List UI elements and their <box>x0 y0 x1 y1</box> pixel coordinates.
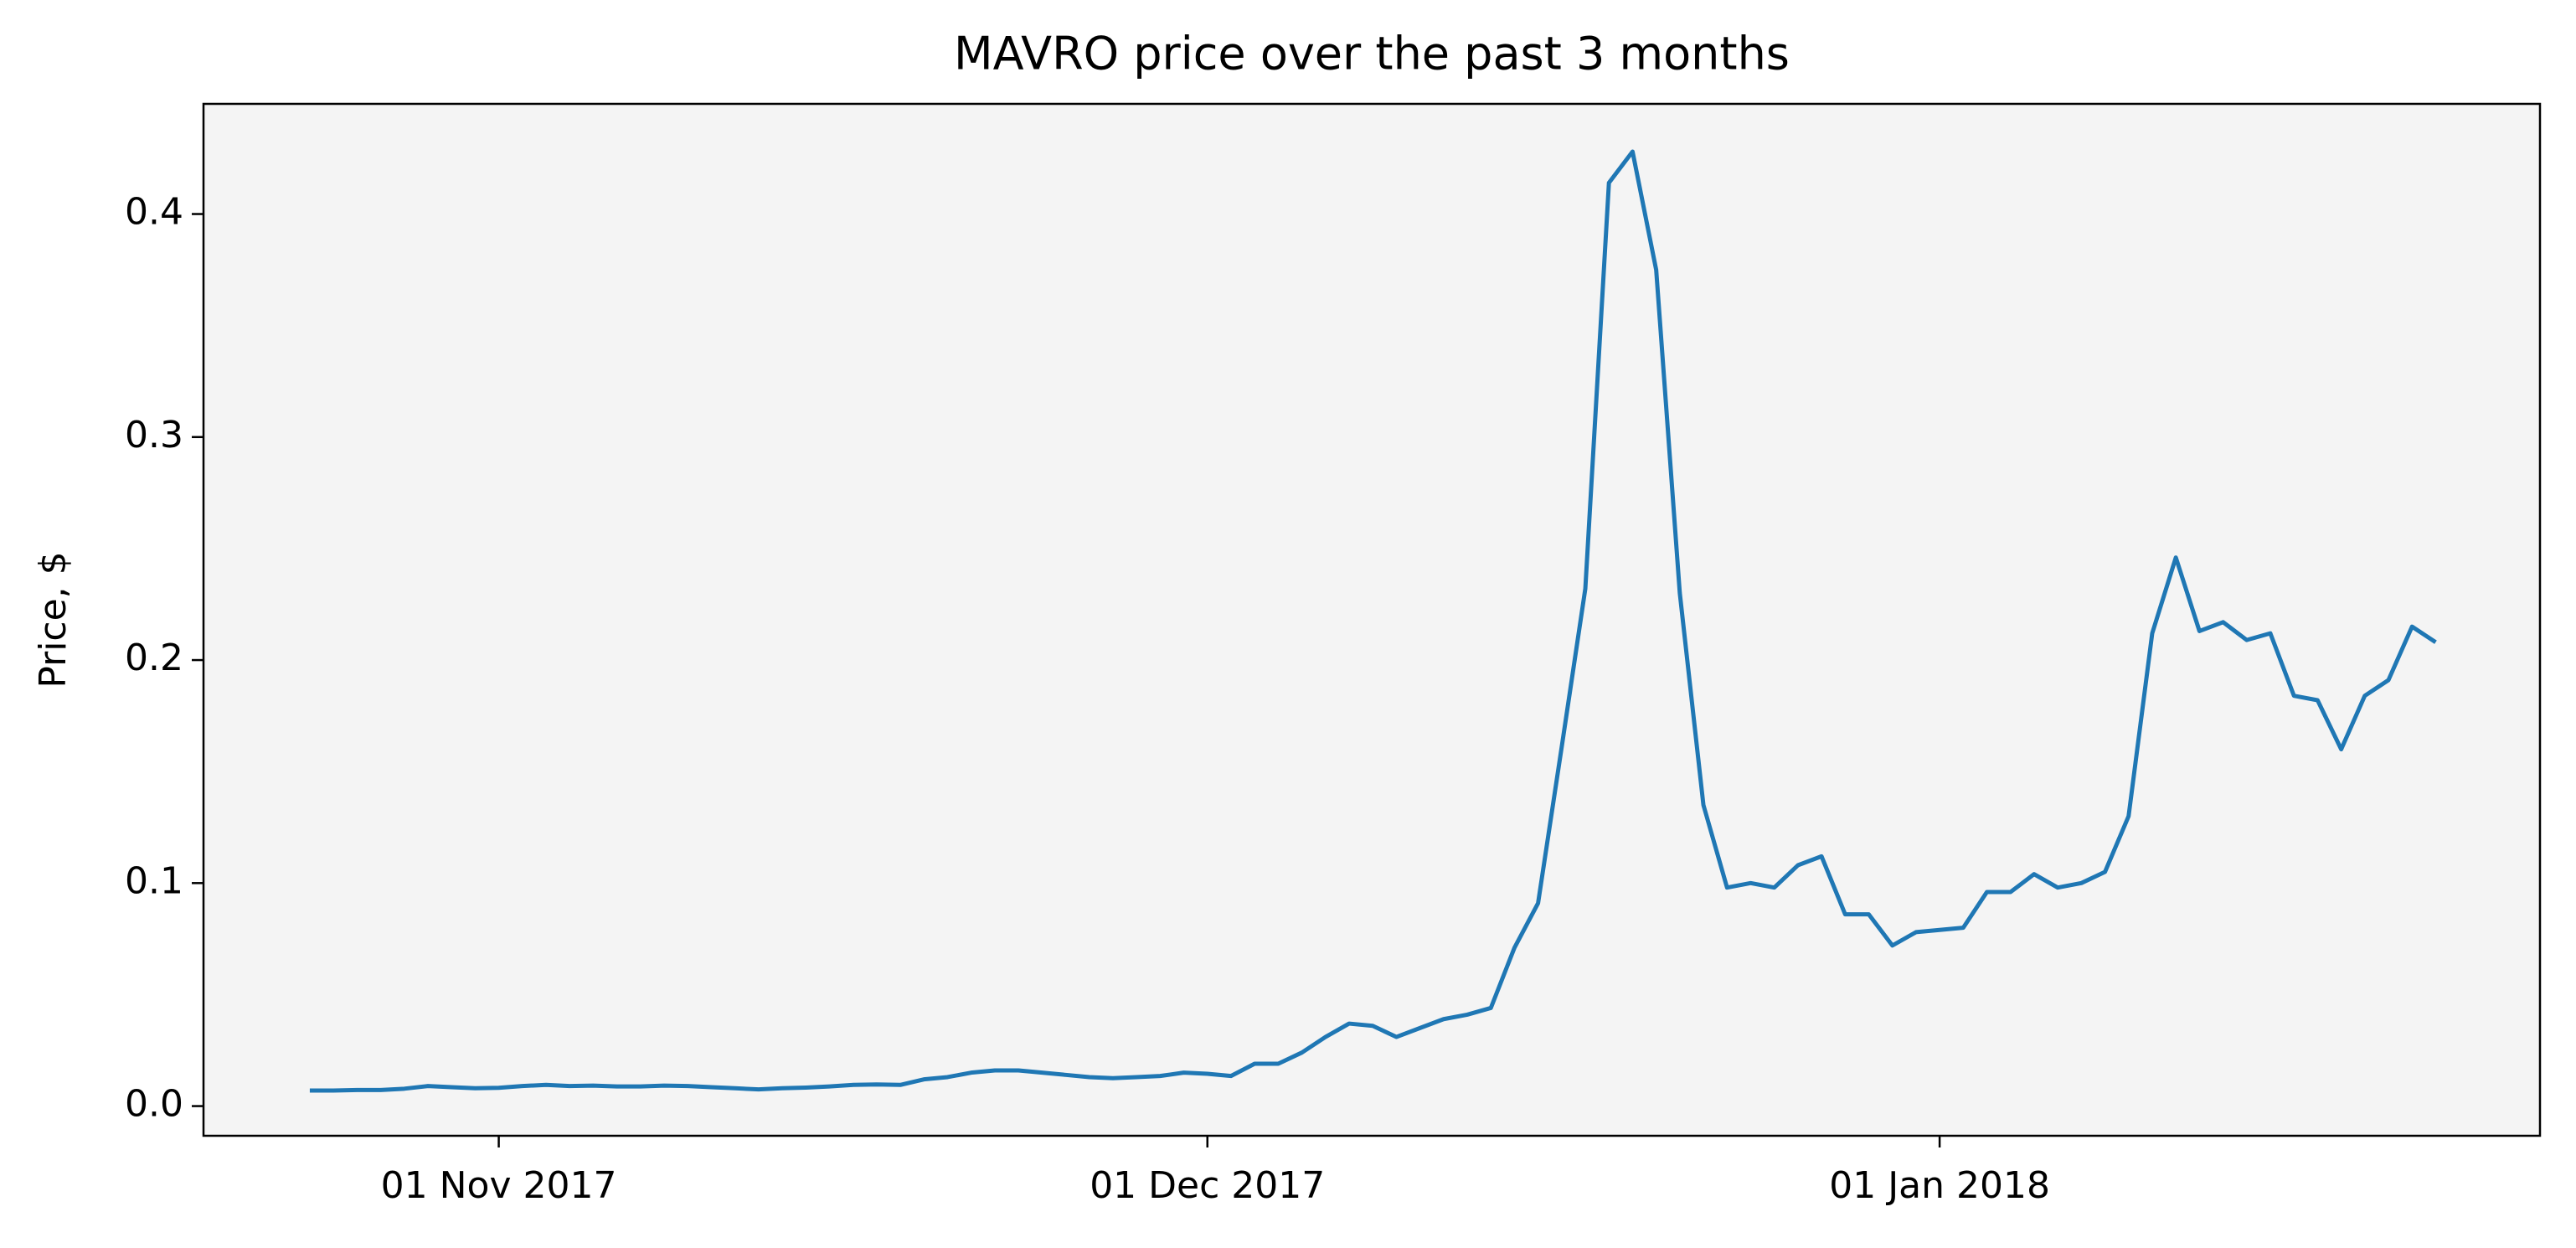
chart-title: MAVRO price over the past 3 months <box>954 28 1790 80</box>
y-tick-label: 0.3 <box>125 414 183 456</box>
x-tick-label: 01 Jan 2018 <box>1829 1164 2050 1207</box>
y-tick-label: 0.1 <box>125 859 183 902</box>
y-tick-label: 0.4 <box>125 191 183 234</box>
x-tick-label: 01 Dec 2017 <box>1090 1164 1325 1207</box>
y-tick-label: 0.2 <box>125 637 183 679</box>
plot-area <box>204 104 2540 1136</box>
plot-frame <box>202 102 2542 1137</box>
y-tick-label: 0.0 <box>125 1083 183 1126</box>
x-tick-label: 01 Nov 2017 <box>381 1164 617 1207</box>
y-axis-label: Price, $ <box>32 551 75 688</box>
price-line <box>309 149 2437 1093</box>
